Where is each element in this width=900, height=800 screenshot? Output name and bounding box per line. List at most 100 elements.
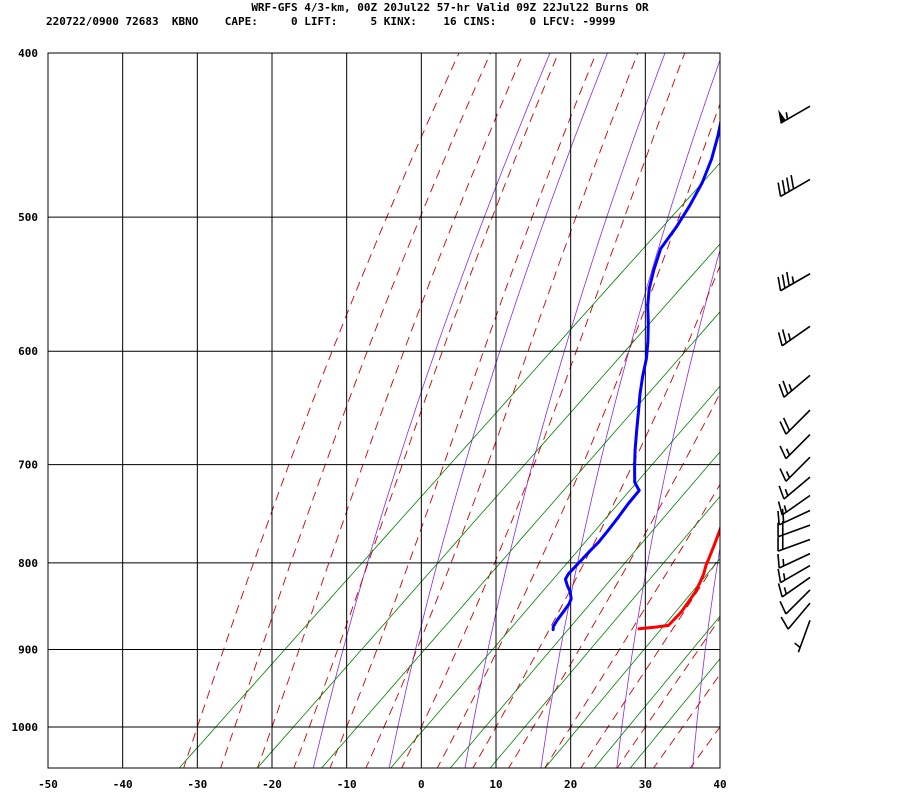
moist-adiabat <box>508 392 720 768</box>
x-tick-label: 20 <box>564 778 577 791</box>
wind-barb <box>794 620 811 653</box>
grid-lines <box>47 52 721 768</box>
mixing-ratio-line <box>544 558 720 768</box>
chart-title: WRF-GFS 4/3-km, 00Z 20Jul22 57-hr Valid … <box>251 1 649 14</box>
wind-barb <box>777 521 811 538</box>
x-tick-label: 10 <box>489 778 502 791</box>
barb-feather <box>779 421 787 435</box>
dry-adiabat <box>616 248 720 768</box>
barb-feather <box>777 583 783 598</box>
thermo-background-lines <box>178 34 900 770</box>
mixing-ratio-line <box>178 162 720 768</box>
wind-barbs <box>777 105 811 653</box>
wind-barb <box>779 409 811 435</box>
x-tick-label: 40 <box>713 778 726 791</box>
barb-half-feather <box>791 276 795 284</box>
sounding-traces <box>551 118 720 632</box>
barb-feather <box>781 179 786 195</box>
y-tick-label: 600 <box>18 345 38 358</box>
wind-barb <box>778 476 811 500</box>
barb-feather <box>780 616 789 630</box>
barb-half-feather <box>783 505 788 513</box>
moist-adiabat <box>183 53 460 768</box>
moist-adiabat <box>220 53 491 768</box>
mixing-ratio-line <box>629 658 720 768</box>
wind-barb <box>778 374 811 398</box>
barb-feather <box>782 417 791 431</box>
y-tick-label: 1000 <box>12 721 39 734</box>
barb-feather <box>786 177 791 192</box>
wind-barb <box>779 456 811 482</box>
barb-feather <box>778 485 785 500</box>
barb-staff <box>785 589 811 615</box>
barb-staff <box>780 105 811 124</box>
wind-barb <box>777 271 811 292</box>
mixing-ratio-line <box>390 385 720 768</box>
wind-barb <box>777 325 811 347</box>
barb-feather <box>777 332 783 347</box>
mixing-ratio-line <box>593 615 720 768</box>
moist-adiabat <box>436 102 720 768</box>
wind-barb <box>778 105 811 124</box>
x-tick-label: -40 <box>113 778 133 791</box>
x-tick-label: -50 <box>38 778 58 791</box>
mixing-ratio-line <box>321 311 720 768</box>
moist-adiabat <box>544 483 720 768</box>
barb-half-feather <box>794 642 801 649</box>
barb-feather <box>777 568 782 583</box>
wind-barb <box>777 174 811 198</box>
barb-half-feather <box>783 587 788 595</box>
y-tick-label: 500 <box>18 211 38 224</box>
temperature-trace <box>637 525 720 631</box>
y-tick-label: 800 <box>18 557 38 570</box>
barb-feather <box>790 174 795 190</box>
x-tick-label: 30 <box>639 778 652 791</box>
moist-adiabat <box>256 53 524 768</box>
barb-half-feather <box>785 448 791 456</box>
sounding-indices: 220722/0900 72683 KBNO CAPE: 0 LIFT: 5 K… <box>46 15 616 28</box>
moist-adiabat <box>472 264 720 768</box>
x-tick-label: -10 <box>337 778 357 791</box>
x-axis-ticks: -50 -40 -30 -20 -10 0 10 20 30 40 <box>38 778 727 791</box>
y-axis-ticks: 400 500 600 700 800 900 1000 <box>12 47 39 734</box>
barb-feather <box>781 329 788 344</box>
mixing-ratio-line <box>489 495 720 768</box>
barb-feather <box>778 383 785 398</box>
wind-barb <box>777 508 811 526</box>
barb-pennant <box>778 109 786 124</box>
wind-barb <box>777 576 811 598</box>
moist-adiabat <box>653 673 720 768</box>
wind-barb <box>777 535 811 552</box>
moist-adiabat <box>689 726 720 768</box>
moist-adiabat <box>365 53 639 768</box>
wind-barb <box>777 494 811 516</box>
dry-adiabat <box>464 53 666 768</box>
barb-feather <box>777 553 780 569</box>
moist-adiabat <box>401 53 686 768</box>
moist-adiabat <box>616 617 720 768</box>
wind-barb <box>779 434 811 460</box>
barb-feather <box>777 510 780 525</box>
x-tick-label: -20 <box>262 778 282 791</box>
barb-feather <box>777 276 782 291</box>
plot-frame <box>47 52 721 769</box>
barb-feather <box>781 508 785 523</box>
wind-barb <box>777 564 811 584</box>
dry-adiabat <box>692 545 720 768</box>
barb-feather <box>786 271 791 286</box>
dry-adiabat <box>844 34 900 770</box>
barb-half-feather <box>782 573 786 581</box>
dry-adiabat <box>540 58 720 768</box>
wind-barb <box>777 552 811 569</box>
x-tick-label: -30 <box>187 778 207 791</box>
dry-adiabat <box>388 53 608 768</box>
barb-feather <box>779 600 787 615</box>
barb-feather <box>781 274 786 289</box>
barb-feather <box>777 182 782 197</box>
moist-adiabat <box>293 53 559 768</box>
barb-feather <box>779 468 787 482</box>
barb-half-feather <box>785 471 791 479</box>
y-tick-label: 700 <box>18 459 38 472</box>
dry-adiabat <box>768 34 900 770</box>
y-tick-label: 400 <box>18 47 38 60</box>
